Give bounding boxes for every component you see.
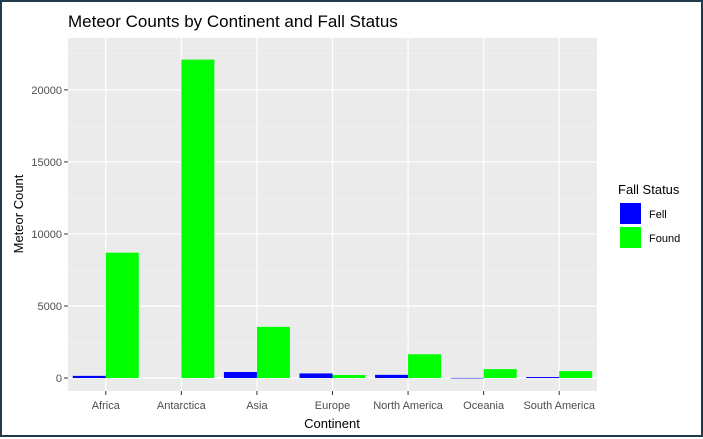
x-tick-label: Oceania — [463, 400, 505, 412]
x-tick-label: South America — [523, 400, 595, 412]
x-tick-label: Asia — [246, 400, 268, 412]
x-tick-label: Africa — [92, 400, 121, 412]
y-tick-label: 5000 — [38, 301, 62, 313]
x-ticks: Africa Antarctica Asia Europe North America O… — [92, 391, 596, 412]
bar-found-oceania — [483, 369, 517, 379]
bar-fell-asia — [223, 371, 257, 379]
bar-found-north-america — [408, 354, 442, 379]
bar-found-south-america — [559, 371, 593, 379]
legend-title: Fall Status — [618, 182, 680, 197]
x-tick-label: Europe — [315, 400, 350, 412]
y-tick-label: 20000 — [31, 85, 62, 97]
legend-items: Fell Found — [620, 203, 680, 248]
legend: Fall Status Fell Found — [618, 182, 680, 248]
x-tick-label: North America — [373, 400, 444, 412]
bar-fell-africa — [72, 375, 106, 379]
y-tick-label: 0 — [56, 373, 62, 385]
legend-key-found — [620, 227, 641, 248]
y-tick-label: 10000 — [31, 229, 62, 241]
x-axis-title: Continent — [304, 416, 360, 431]
bar-fell-oceania — [450, 377, 484, 379]
bar-fell-north-america — [375, 374, 409, 379]
bar-found-europe — [332, 375, 366, 379]
y-axis-title: Meteor Count — [11, 174, 26, 253]
bar-fell-south-america — [526, 377, 560, 379]
bar-fell-europe — [299, 373, 333, 379]
x-tick-label: Antarctica — [157, 400, 207, 412]
bar-found-antarctica — [181, 59, 215, 379]
bar-found-asia — [256, 326, 290, 379]
legend-key-fell — [620, 203, 641, 224]
legend-label-fell: Fell — [649, 209, 667, 221]
bar-found-africa — [105, 252, 139, 379]
chart-title: Meteor Counts by Continent and Fall Stat… — [68, 12, 398, 31]
legend-label-found: Found — [649, 233, 680, 245]
y-tick-label: 15000 — [31, 157, 62, 169]
bars — [72, 59, 593, 379]
y-ticks: 0 5000 10000 15000 20000 — [31, 85, 68, 385]
